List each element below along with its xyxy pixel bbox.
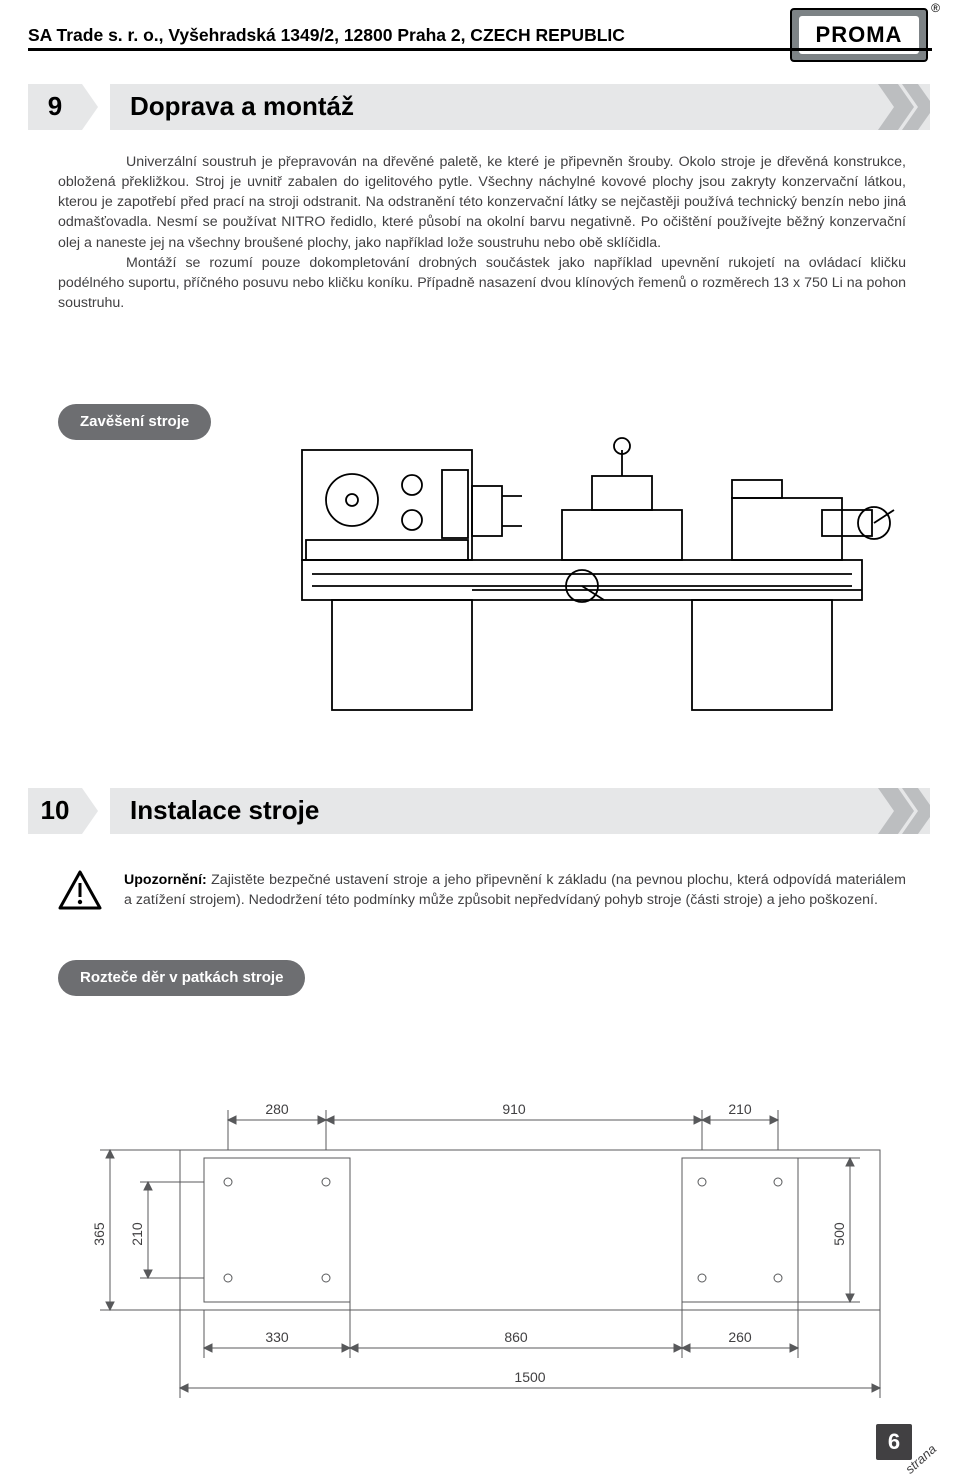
header-rule bbox=[28, 48, 932, 51]
dim-left-inner: 210 bbox=[129, 1222, 145, 1246]
lathe-illustration bbox=[262, 390, 898, 720]
page-number: 6 bbox=[876, 1424, 912, 1460]
section-10-tail-icon bbox=[878, 788, 930, 834]
warning-block: Upozornění: Zajistěte bezpečné ustavení … bbox=[58, 870, 906, 910]
dim-top-3: 210 bbox=[728, 1101, 752, 1117]
section-10-number: 10 bbox=[28, 788, 82, 834]
section-9-paragraphs: Univerzální soustruh je přepravován na d… bbox=[58, 152, 906, 313]
brand-logo: PROMA bbox=[790, 8, 928, 62]
warning-icon bbox=[58, 870, 102, 910]
dim-top-2: 910 bbox=[502, 1101, 526, 1117]
registered-mark: ® bbox=[931, 0, 940, 16]
section-10-title: Instalace stroje bbox=[110, 788, 930, 834]
section-9-number: 9 bbox=[28, 84, 82, 130]
para-9a: Univerzální soustruh je přepravován na d… bbox=[58, 154, 906, 251]
warning-label: Upozornění: bbox=[124, 872, 207, 888]
section-9-title-text: Doprava a montáž bbox=[130, 89, 354, 124]
dim-total: 1500 bbox=[514, 1369, 545, 1385]
dim-bot-1: 330 bbox=[265, 1329, 289, 1345]
page-footer: strana 6 bbox=[862, 1406, 942, 1462]
dim-bot-2: 860 bbox=[504, 1329, 528, 1345]
warning-text: Upozornění: Zajistěte bezpečné ustavení … bbox=[124, 870, 906, 910]
para-9b: Montáží se rozumí pouze dokompletování d… bbox=[58, 255, 906, 311]
dim-right: 500 bbox=[831, 1222, 847, 1246]
dim-left-outer: 365 bbox=[91, 1222, 107, 1246]
dim-top-1: 280 bbox=[265, 1101, 289, 1117]
warning-body: Zajistěte bezpečné ustavení stroje a jeh… bbox=[124, 872, 906, 908]
pill-hole-spacing: Rozteče děr v patkách stroje bbox=[58, 960, 305, 996]
section-10-header: 10 Instalace stroje bbox=[28, 788, 932, 834]
section-9-tail-icon bbox=[878, 84, 930, 130]
dim-bot-3: 260 bbox=[728, 1329, 752, 1345]
section-10-title-text: Instalace stroje bbox=[130, 793, 319, 828]
pill-hanging: Zavěšení stroje bbox=[58, 404, 211, 440]
footprint-diagram: 280 910 210 365 210 bbox=[80, 1080, 900, 1420]
section-9-header: 9 Doprava a montáž bbox=[28, 84, 932, 130]
section-9-title: Doprava a montáž bbox=[110, 84, 930, 130]
company-address: SA Trade s. r. o., Vyšehradská 1349/2, 1… bbox=[28, 24, 625, 48]
